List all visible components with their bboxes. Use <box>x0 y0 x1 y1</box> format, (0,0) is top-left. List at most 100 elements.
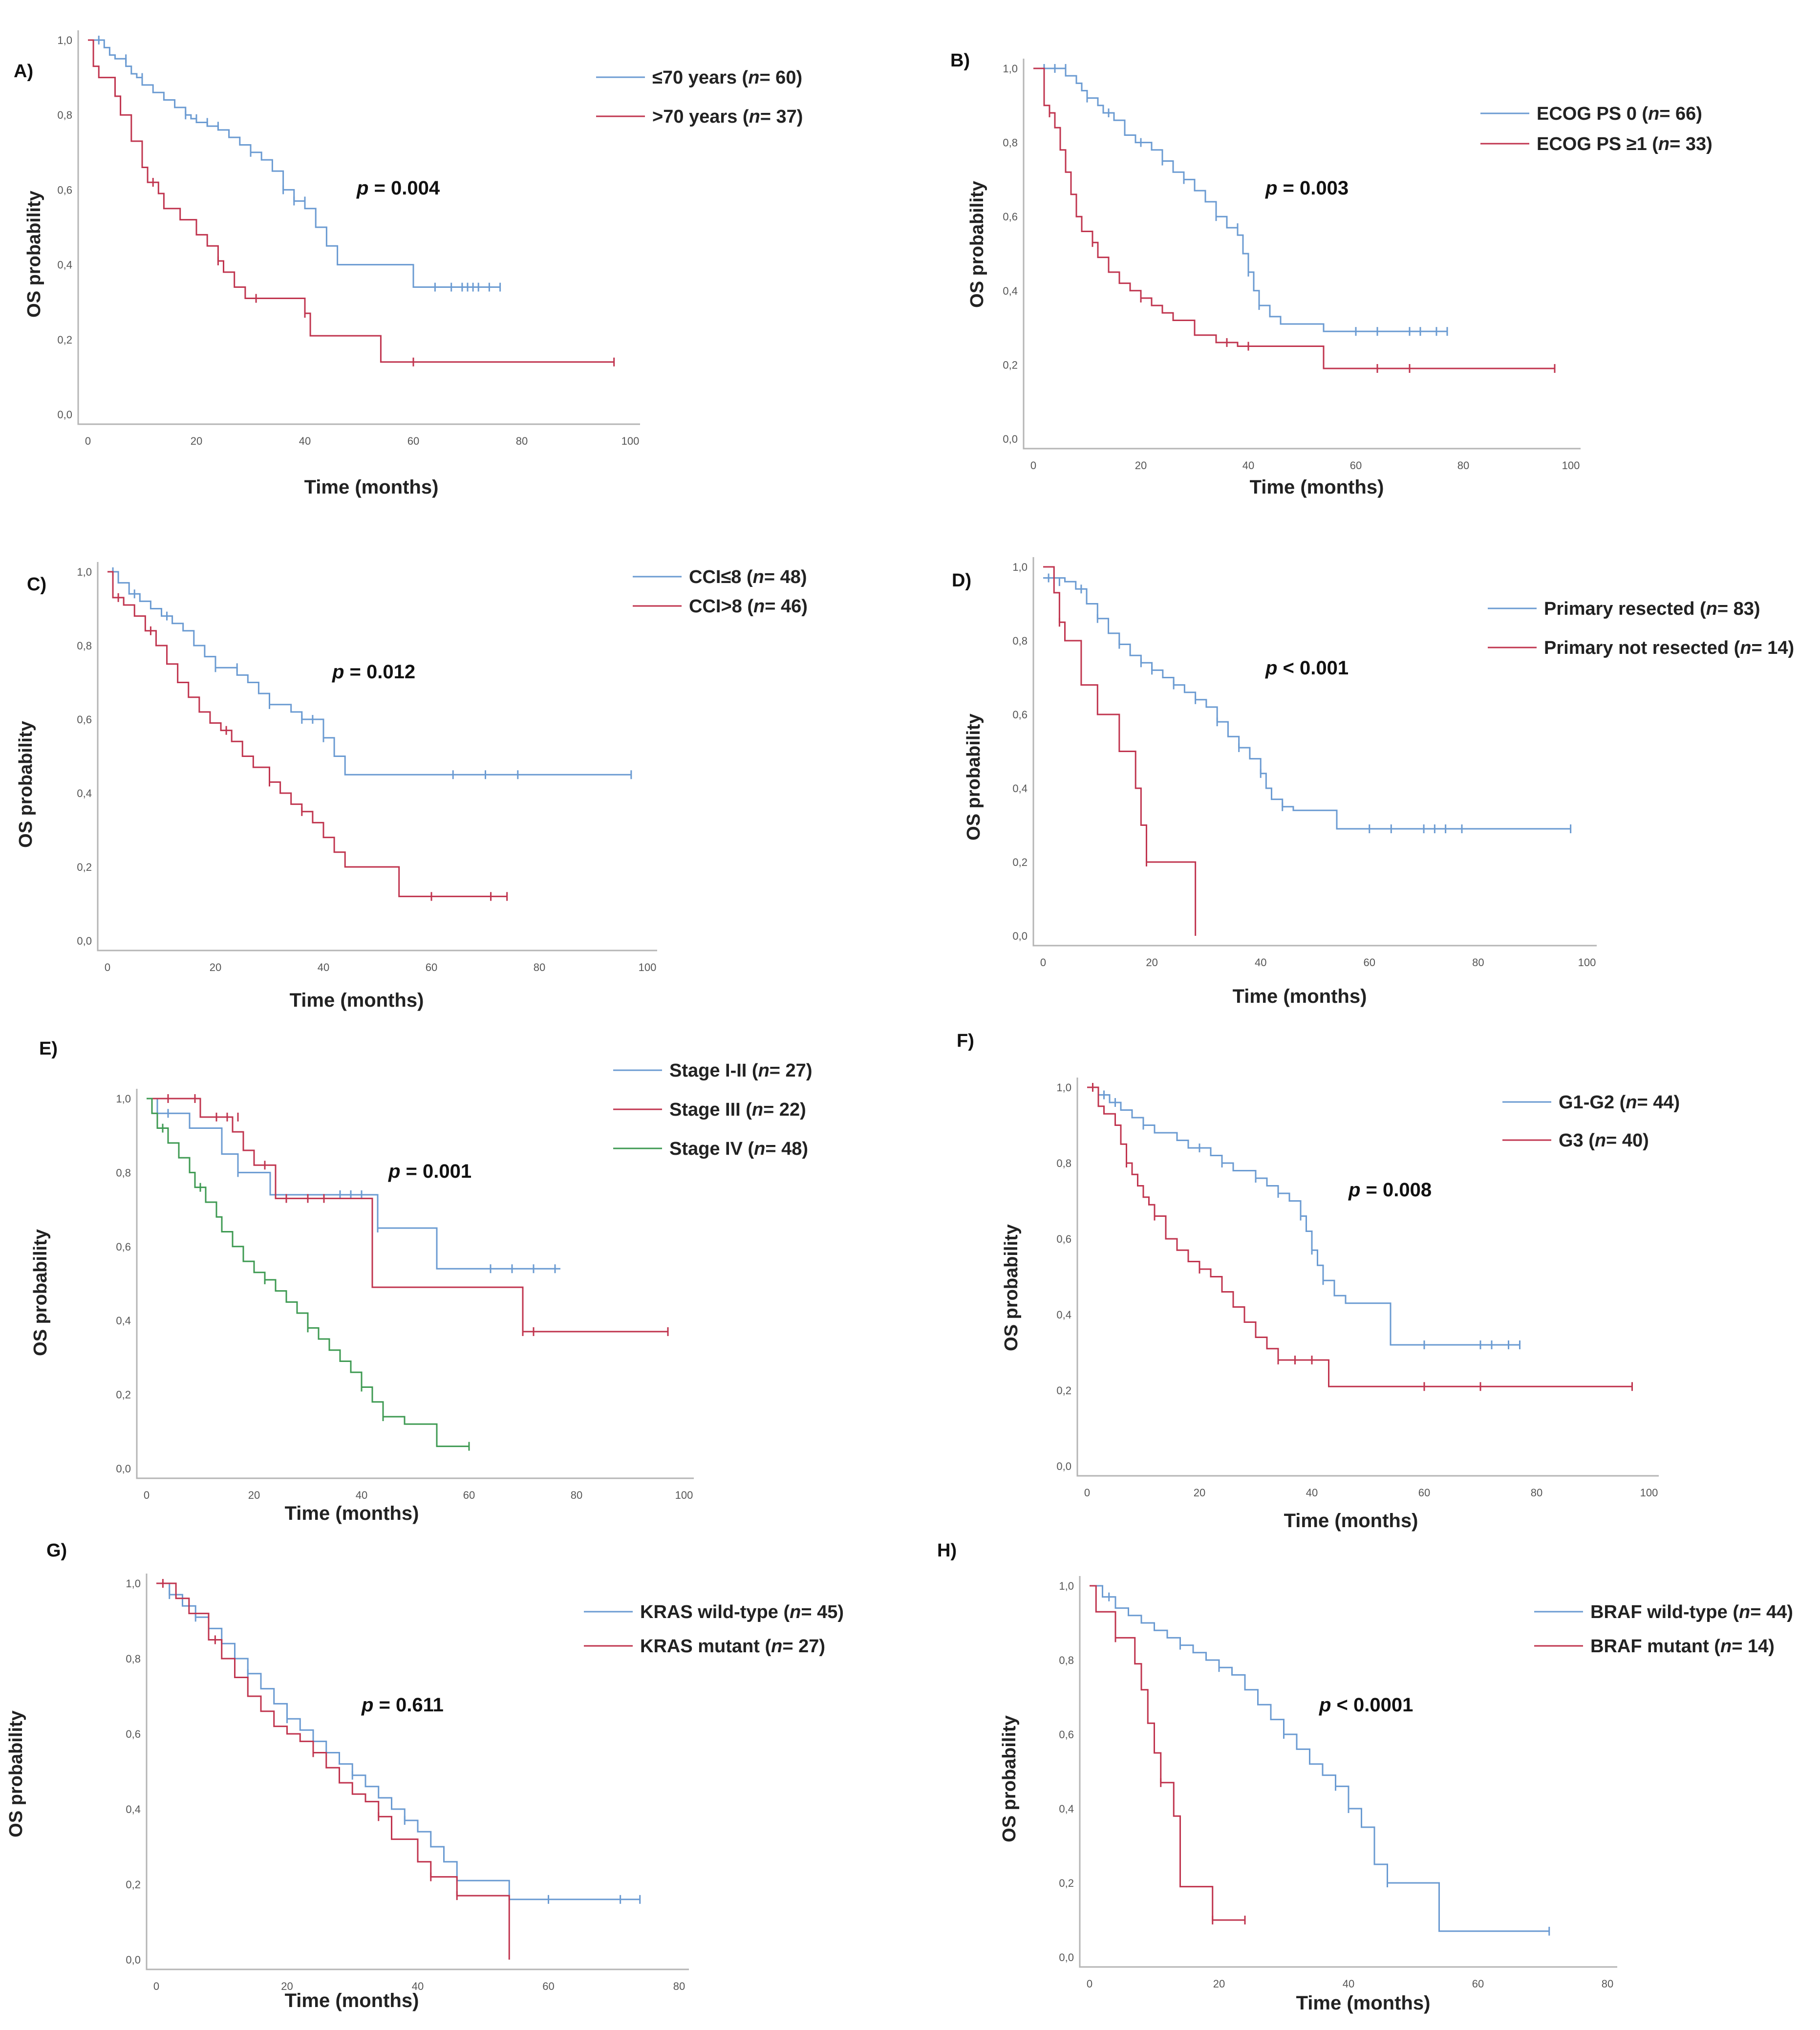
x-tick-label: 100 <box>1640 1487 1658 1499</box>
x-tick-label: 100 <box>621 435 640 447</box>
y-axis-label: OS probability <box>16 721 36 848</box>
x-tick-label: 100 <box>639 961 657 973</box>
y-tick-label: 0,6 <box>116 1241 131 1253</box>
x-tick-label: 40 <box>299 435 311 447</box>
x-tick-label: 20 <box>191 435 202 447</box>
x-tick-label: 60 <box>463 1489 475 1501</box>
y-tick-label: 1,0 <box>57 34 72 46</box>
x-tick-label: 60 <box>407 435 419 447</box>
x-tick-label: 60 <box>1350 459 1362 472</box>
y-tick-label: 0,2 <box>1056 1384 1071 1397</box>
p-value: p < 0.001 <box>1265 657 1349 679</box>
y-tick-label: 0,8 <box>1003 137 1018 149</box>
survival-curve <box>147 1098 668 1333</box>
y-tick-label: 0,0 <box>77 935 92 947</box>
x-tick-label: 60 <box>1472 1978 1484 1990</box>
p-value: p = 0.012 <box>332 661 415 683</box>
legend-label: BRAF mutant (n= 14) <box>1590 1636 1775 1657</box>
x-axis-label: Time (months) <box>1284 1510 1418 1532</box>
y-tick-label: 0,2 <box>1012 856 1028 868</box>
y-tick-label: 0,8 <box>77 640 92 652</box>
survival-curve <box>147 1098 560 1270</box>
x-tick-label: 100 <box>675 1489 693 1501</box>
panel-label: G) <box>46 1540 67 1561</box>
x-tick-label: 100 <box>1578 956 1596 969</box>
x-axis-label: Time (months) <box>290 990 424 1011</box>
y-tick-label: 0,2 <box>57 334 72 346</box>
y-tick-label: 0,2 <box>77 861 92 873</box>
km-panel: 0,0 0,2 0,4 0,6 0,8 1,0 0 20 40 60 80 100 E) Time (mo… <box>30 1038 812 1524</box>
survival-curve <box>1043 577 1571 830</box>
survival-curve <box>147 1098 469 1447</box>
survival-curve <box>88 39 614 363</box>
x-axis-label: Time (months) <box>1233 986 1367 1007</box>
p-value: p = 0.004 <box>356 177 440 199</box>
y-tick-label: 0,8 <box>1056 1157 1071 1169</box>
legend-label: ECOG PS ≥1 (n= 33) <box>1537 134 1713 154</box>
x-tick-label: 60 <box>1364 956 1375 969</box>
y-tick-label: 0,8 <box>1012 635 1028 647</box>
legend-label: Primary resected (n= 83) <box>1544 599 1760 619</box>
x-tick-label: 80 <box>1472 956 1484 969</box>
x-tick-label: 60 <box>426 961 437 973</box>
y-tick-label: 1,0 <box>1012 561 1028 573</box>
x-tick-label: 80 <box>571 1489 582 1501</box>
x-tick-label: 0 <box>85 435 91 447</box>
y-tick-label: 0,0 <box>116 1463 131 1475</box>
x-tick-label: 80 <box>1531 1487 1542 1499</box>
x-tick-label: 0 <box>144 1489 150 1501</box>
survival-curve <box>1087 1086 1632 1387</box>
legend-label: CCI≤8 (n= 48) <box>689 567 807 587</box>
y-tick-label: 0,4 <box>77 787 92 799</box>
panel-label: B) <box>950 50 970 71</box>
y-tick-label: 0,0 <box>1003 433 1018 445</box>
y-tick-label: 0,8 <box>116 1166 131 1179</box>
legend-label: KRAS wild-type (n= 45) <box>640 1602 844 1622</box>
y-tick-label: 0,0 <box>126 1954 141 1966</box>
km-panel: 0,0 0,2 0,4 0,6 0,8 1,0 0 20 40 60 80 100 B) Time (mo… <box>950 50 1713 498</box>
y-axis-label: OS probability <box>24 191 44 318</box>
y-tick-label: 0,6 <box>77 713 92 726</box>
y-axis-label: OS probability <box>30 1229 51 1356</box>
x-tick-label: 40 <box>1306 1487 1318 1499</box>
x-tick-label: 80 <box>534 961 545 973</box>
x-tick-label: 20 <box>1194 1487 1205 1499</box>
y-tick-label: 0,2 <box>116 1389 131 1401</box>
panel-label: D) <box>952 570 971 591</box>
x-tick-label: 20 <box>281 1980 293 1992</box>
y-tick-label: 0,6 <box>1059 1728 1074 1741</box>
survival-curve <box>156 1582 640 1900</box>
p-value: p = 0.001 <box>388 1161 471 1182</box>
y-tick-label: 0,0 <box>1056 1460 1071 1472</box>
x-axis-label: Time (months) <box>285 1503 419 1524</box>
survival-curve <box>1043 566 1197 936</box>
y-tick-label: 1,0 <box>1059 1580 1074 1592</box>
x-tick-label: 0 <box>1087 1978 1092 1990</box>
y-tick-label: 0,4 <box>1003 285 1018 297</box>
y-tick-label: 0,4 <box>126 1803 141 1815</box>
y-tick-label: 1,0 <box>1003 63 1018 75</box>
panel-label: H) <box>937 1540 957 1561</box>
y-tick-label: 0,4 <box>57 259 72 271</box>
x-tick-label: 80 <box>1602 1978 1613 1990</box>
legend-label: KRAS mutant (n= 27) <box>640 1636 825 1657</box>
y-tick-label: 0,6 <box>57 184 72 196</box>
legend-label: G1-G2 (n= 44) <box>1559 1092 1680 1113</box>
y-axis-label: OS probability <box>964 713 984 841</box>
survival-curve <box>1033 67 1447 332</box>
legend-label: Primary not resected (n= 14) <box>1544 638 1794 658</box>
survival-curve <box>156 1582 510 1960</box>
y-tick-label: 1,0 <box>116 1093 131 1105</box>
legend-label: BRAF wild-type (n= 44) <box>1590 1602 1793 1622</box>
survival-curve <box>88 39 500 288</box>
y-axis-label: OS probability <box>999 1715 1020 1842</box>
x-tick-label: 20 <box>210 961 221 973</box>
km-panel: 0,0 0,2 0,4 0,6 0,8 1,0 0 20 40 60 80 G) Time (month… <box>6 1540 844 2011</box>
panel-label: F) <box>957 1031 974 1051</box>
legend-label: Stage I-II (n= 27) <box>669 1060 812 1081</box>
km-panel: 0,0 0,2 0,4 0,6 0,8 1,0 0 20 40 60 80 100 F) Time (mo… <box>957 1031 1680 1532</box>
p-value: p = 0.008 <box>1348 1179 1432 1201</box>
y-axis-label: OS probability <box>1001 1224 1022 1351</box>
x-tick-label: 40 <box>1343 1978 1354 1990</box>
panel-label: E) <box>39 1038 58 1059</box>
